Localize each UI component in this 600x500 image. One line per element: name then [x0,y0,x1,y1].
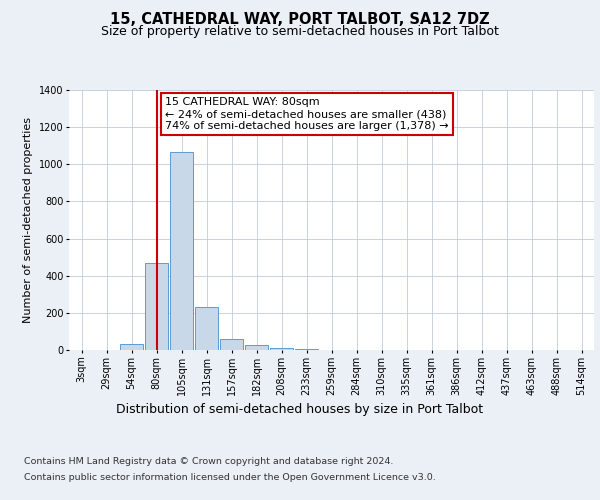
Bar [145,262,168,350]
Text: 15 CATHEDRAL WAY: 80sqm
← 24% of semi-detached houses are smaller (438)
74% of s: 15 CATHEDRAL WAY: 80sqm ← 24% of semi-de… [165,98,449,130]
Text: 15, CATHEDRAL WAY, PORT TALBOT, SA12 7DZ: 15, CATHEDRAL WAY, PORT TALBOT, SA12 7DZ [110,12,490,28]
Text: Size of property relative to semi-detached houses in Port Talbot: Size of property relative to semi-detach… [101,25,499,38]
Bar [220,339,243,350]
Bar [195,308,218,350]
Bar [295,349,318,350]
Bar [170,152,193,350]
Text: Distribution of semi-detached houses by size in Port Talbot: Distribution of semi-detached houses by … [116,402,484,415]
Bar [245,346,268,350]
Text: Contains public sector information licensed under the Open Government Licence v3: Contains public sector information licen… [24,472,436,482]
Bar [270,348,293,350]
Bar [120,344,143,350]
Text: Contains HM Land Registry data © Crown copyright and database right 2024.: Contains HM Land Registry data © Crown c… [24,458,394,466]
Y-axis label: Number of semi-detached properties: Number of semi-detached properties [23,117,33,323]
